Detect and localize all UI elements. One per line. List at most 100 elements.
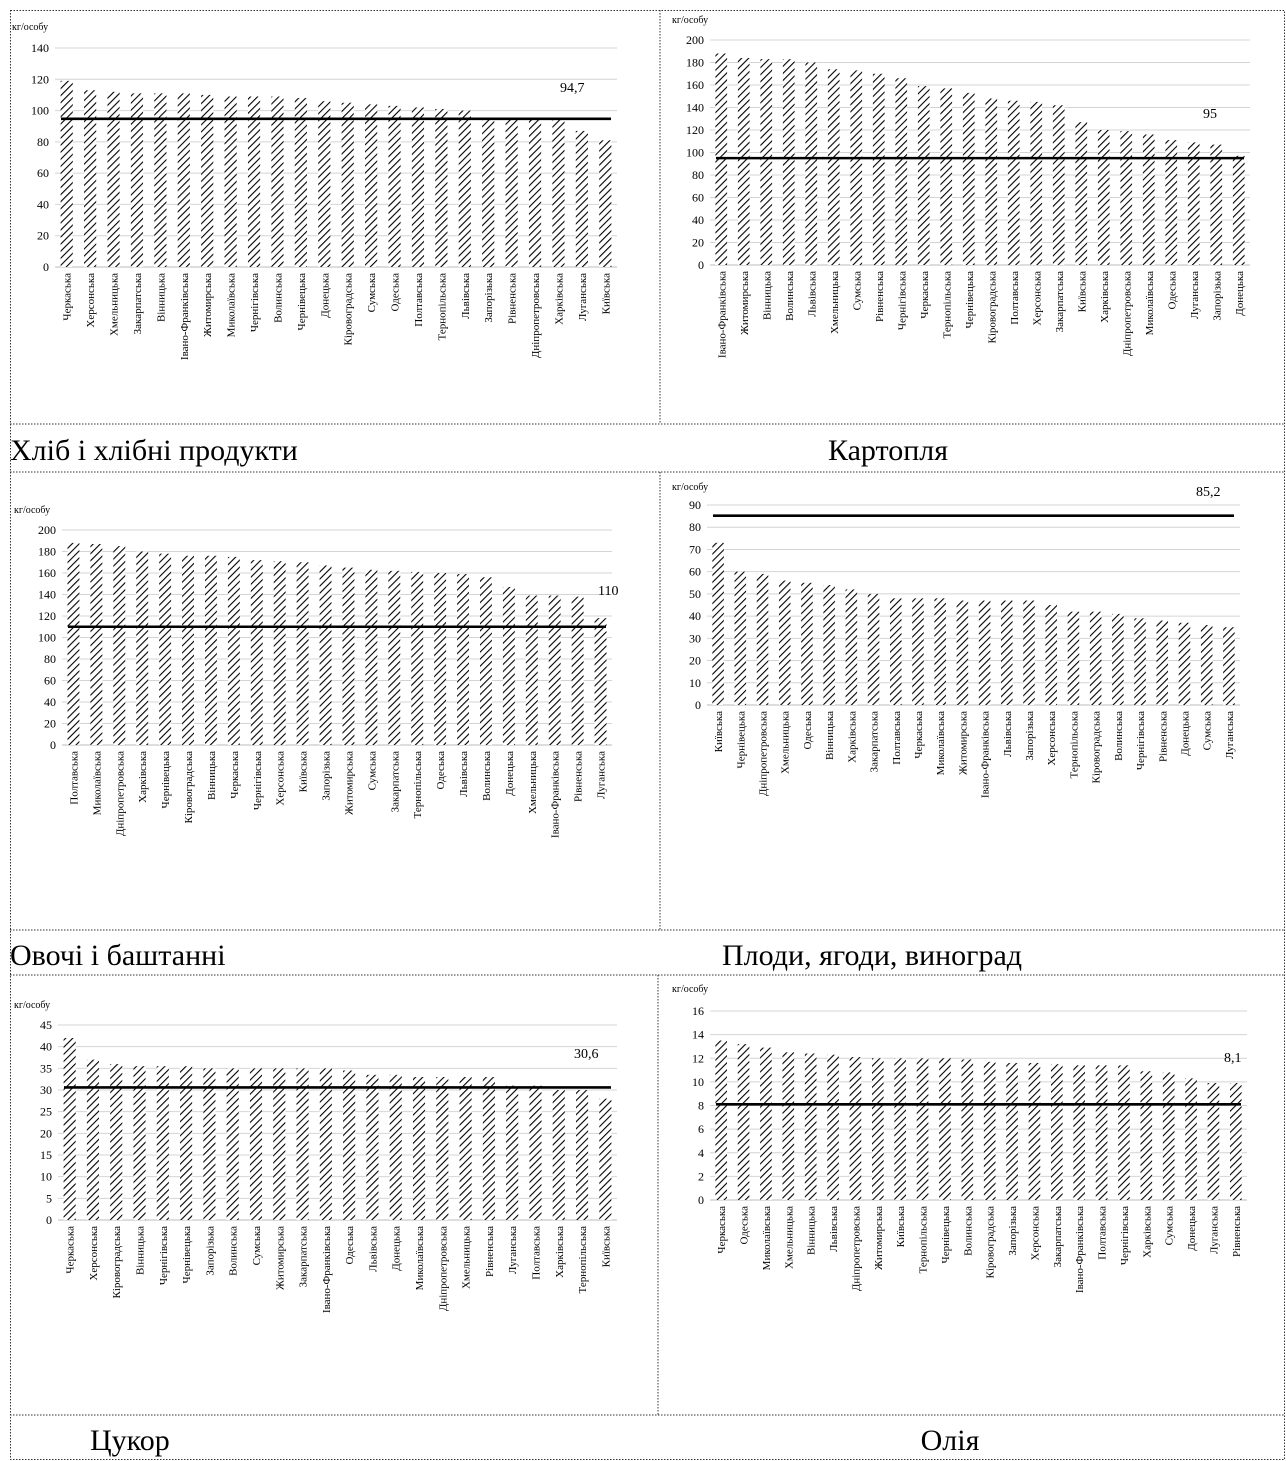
bar <box>827 1054 839 1200</box>
x-tick-label: Полтавська <box>1009 271 1021 325</box>
bar <box>1007 100 1020 265</box>
y-tick-label: 50 <box>689 587 701 601</box>
x-tick-label: Вінницька <box>806 1206 818 1255</box>
bar <box>599 140 612 267</box>
x-tick-label: Кіровоградська <box>111 1226 123 1299</box>
bar <box>1165 140 1178 265</box>
chart-title: Цукор <box>90 1424 170 1457</box>
x-tick-label: Хмельницька <box>461 1226 473 1289</box>
y-tick-label: 10 <box>40 1170 52 1184</box>
x-tick-label: Київська <box>600 273 612 314</box>
x-tick-label: Дніпропетровська <box>758 711 770 796</box>
x-tick-label: Миколаївська <box>226 273 238 337</box>
x-tick-label: Донецька <box>504 751 516 796</box>
bar <box>801 582 813 705</box>
bar <box>1187 142 1200 265</box>
bar <box>956 600 969 705</box>
bar <box>1207 1083 1220 1200</box>
y-tick-label: 120 <box>38 609 56 623</box>
x-tick-label: Полтавська <box>1097 1206 1109 1260</box>
x-tick-label: Сумська <box>251 1226 263 1265</box>
y-axis-unit-label: кг/особу <box>672 15 708 26</box>
y-axis-unit-label: кг/особу <box>672 984 708 995</box>
y-tick-label: 8 <box>698 1099 704 1113</box>
x-tick-label: Полтавська <box>68 751 80 805</box>
y-tick-label: 140 <box>31 41 49 55</box>
bar <box>1229 1083 1242 1200</box>
x-tick-label: Тернопільська <box>436 273 448 341</box>
x-tick-label: Черкаська <box>913 711 925 759</box>
x-tick-label: Хмельницька <box>783 1206 795 1269</box>
bar <box>978 600 991 705</box>
reference-line-label: 8,1 <box>1224 1051 1242 1066</box>
x-tick-label: Одеська <box>390 273 402 312</box>
bar <box>917 86 930 265</box>
x-tick-label: Тернопільська <box>412 751 424 819</box>
bar <box>341 102 354 267</box>
bar <box>912 598 924 705</box>
bar <box>940 88 953 265</box>
bar <box>939 1058 951 1200</box>
x-tick-label: Херсонська <box>1029 1206 1041 1261</box>
bar <box>203 1068 216 1220</box>
x-tick-label: Київська <box>600 1226 612 1267</box>
y-tick-label: 60 <box>689 565 701 579</box>
x-tick-label: Одеська <box>435 751 447 790</box>
bar <box>895 78 908 265</box>
x-tick-label: Кіровоградська <box>183 751 195 824</box>
x-tick-label: Одеська <box>1166 271 1178 310</box>
x-tick-label: Сумська <box>851 271 863 310</box>
bar <box>1112 613 1124 705</box>
x-tick-label: Житомирська <box>202 273 214 337</box>
x-tick-label: Івано-Франківська <box>1074 1206 1086 1293</box>
x-tick-label: Кіровоградська <box>1091 711 1103 784</box>
x-tick-label: Миколаївська <box>761 1206 773 1270</box>
bar <box>1118 1065 1130 1200</box>
bar <box>916 1058 929 1200</box>
x-tick-label: Тернопільська <box>577 1226 589 1294</box>
chart-title: Хліб і хлібні продукти <box>10 434 298 467</box>
x-tick-label: Одеська <box>344 1226 356 1265</box>
bar <box>63 1038 76 1220</box>
y-axis-unit-label: кг/особу <box>14 1000 50 1011</box>
bar <box>985 98 998 265</box>
bar <box>782 1052 795 1200</box>
y-tick-label: 100 <box>38 631 56 645</box>
y-tick-label: 15 <box>40 1148 52 1162</box>
bar <box>1232 155 1245 265</box>
y-tick-label: 60 <box>692 191 704 205</box>
bar <box>411 107 425 267</box>
x-tick-label: Полтавська <box>891 711 903 765</box>
x-tick-label: Львівська <box>458 751 470 797</box>
chart-3: 0 20 40 60 80 100 120 140 160 180 200 кг/особу Полта… <box>10 505 618 972</box>
x-tick-label: Одеська <box>802 711 814 750</box>
bar <box>296 562 309 745</box>
bar <box>782 59 795 265</box>
x-tick-label: Черкаська <box>229 751 241 799</box>
bar <box>823 585 835 705</box>
y-tick-label: 140 <box>686 101 704 115</box>
bar <box>366 1074 379 1220</box>
x-tick-label: Хмельницька <box>829 271 841 334</box>
bar <box>894 1058 907 1200</box>
x-tick-label: Харківська <box>553 273 565 325</box>
y-tick-label: 30 <box>40 1083 52 1097</box>
x-tick-label: Вінницька <box>135 1226 147 1275</box>
y-tick-label: 10 <box>692 1075 704 1089</box>
chart-1: 0 20 40 60 80 100 120 140 кг/особу Черкаська Херсо… <box>10 22 617 467</box>
bar <box>529 1085 542 1220</box>
x-tick-label: Київська <box>713 711 725 752</box>
bar <box>67 542 80 745</box>
bar <box>1028 1062 1041 1200</box>
x-tick-label: Київська <box>895 1206 907 1247</box>
bar <box>250 560 263 745</box>
y-tick-label: 100 <box>686 146 704 160</box>
bar <box>365 569 378 745</box>
chart-title: Картопля <box>828 434 948 467</box>
bar <box>889 598 902 705</box>
bar <box>599 1098 612 1220</box>
x-tick-label: Чернівецька <box>160 751 172 809</box>
x-tick-label: Харківська <box>554 1226 566 1278</box>
bar <box>411 571 424 745</box>
x-tick-label: Волинська <box>784 271 796 321</box>
